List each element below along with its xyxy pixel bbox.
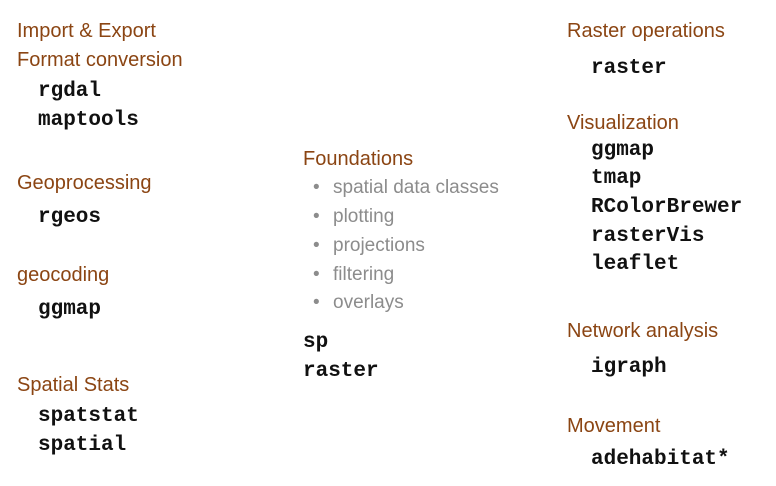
bullet-icon: • — [313, 264, 320, 285]
import-export-heading: Import & Export — [17, 20, 156, 42]
movement-heading: Movement — [567, 415, 661, 437]
package-ggmap-geocoding: ggmap — [38, 298, 102, 321]
package-spatstat: spatstat — [38, 405, 139, 428]
topic-projections: • projections — [313, 234, 425, 258]
topic-overlays: • overlays — [313, 291, 404, 315]
bullet-icon: • — [313, 177, 320, 198]
package-igraph: igraph — [591, 356, 667, 379]
bullet-icon: • — [313, 292, 320, 313]
topic-label: plotting — [333, 206, 395, 227]
topic-label: spatial data classes — [333, 177, 499, 198]
package-rgdal: rgdal — [38, 80, 102, 103]
package-sp: sp — [303, 331, 329, 354]
package-leaflet: leaflet — [591, 253, 680, 276]
topic-filtering: • filtering — [313, 263, 394, 287]
package-raster: raster — [591, 57, 667, 80]
visualization-heading: Visualization — [567, 112, 679, 134]
package-raster-foundations: raster — [303, 360, 379, 383]
package-rastervis: rasterVis — [591, 225, 705, 248]
topic-label: projections — [333, 235, 425, 256]
spatial-stats-heading: Spatial Stats — [17, 374, 130, 396]
geoprocessing-heading: Geoprocessing — [17, 172, 152, 194]
format-conversion-heading: Format conversion — [17, 49, 183, 71]
package-tmap: tmap — [591, 167, 642, 190]
bullet-icon: • — [313, 206, 320, 227]
package-adehabitat: adehabitat* — [591, 448, 730, 471]
foundations-heading: Foundations — [303, 148, 414, 170]
topic-label: overlays — [333, 292, 404, 313]
geocoding-heading: geocoding — [17, 264, 110, 286]
topic-plotting: • plotting — [313, 205, 394, 229]
bullet-icon: • — [313, 235, 320, 256]
raster-operations-heading: Raster operations — [567, 20, 725, 42]
package-ggmap: ggmap — [591, 139, 655, 162]
topic-label: filtering — [333, 264, 395, 285]
package-rcolorbrewer: RColorBrewer — [591, 196, 743, 219]
network-analysis-heading: Network analysis — [567, 320, 719, 342]
package-rgeos: rgeos — [38, 206, 102, 229]
package-spatial: spatial — [38, 434, 127, 457]
package-maptools: maptools — [38, 109, 139, 132]
topic-spatial-data-classes: • spatial data classes — [313, 176, 499, 200]
